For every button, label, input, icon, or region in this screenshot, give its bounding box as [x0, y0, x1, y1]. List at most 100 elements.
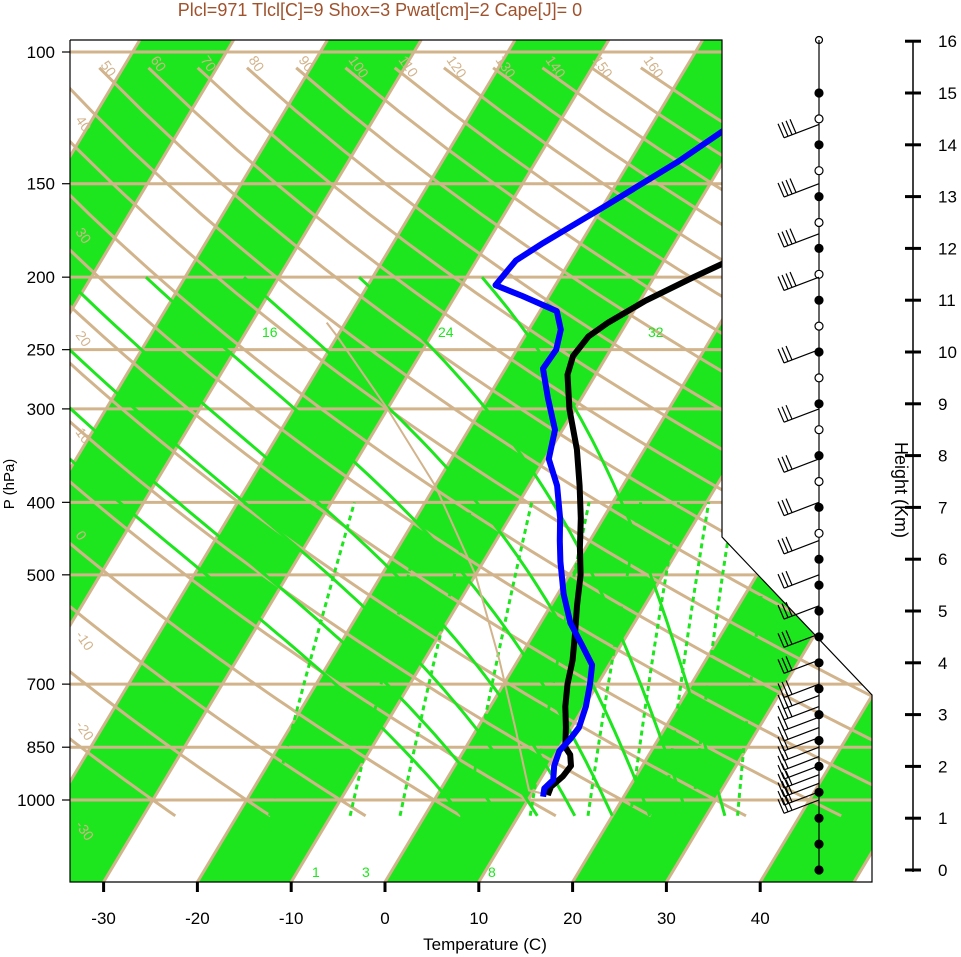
height-tick-label: 9: [938, 395, 947, 414]
height-tick-label: 2: [938, 757, 947, 776]
x-tick-label: -10: [279, 909, 304, 928]
wind-marker: [814, 88, 824, 98]
isotherm-line: [70, 40, 423, 882]
wind-barb-flag: [777, 539, 785, 555]
mixing-ratio-label: 3: [362, 864, 370, 880]
wind-barb-flag: [781, 347, 789, 362]
wind-barb: [783, 683, 820, 698]
x-tick-label: 0: [380, 909, 389, 928]
x-tick-label: 20: [563, 909, 582, 928]
wind-barb-flag: [781, 572, 789, 587]
wind-barb-flag: [781, 772, 789, 787]
mixing-ratio-line: [348, 501, 429, 817]
wind-barb-flag: [777, 716, 785, 731]
wind-barb-flag: [781, 631, 789, 647]
mixing-ratio-label: 8: [488, 864, 496, 880]
wind-marker: [814, 839, 824, 849]
wind-barb-flag: [785, 273, 793, 288]
wind-barb-flag: [785, 656, 793, 671]
wind-barb-flag: [789, 271, 797, 287]
wind-barb: [783, 726, 820, 742]
wind-barb-flag: [785, 570, 793, 586]
wind-barb-flag: [785, 498, 793, 513]
wind-marker: [814, 865, 824, 875]
mixing-ratio-label: 24: [438, 324, 454, 340]
moist-adiabat-line: [480, 276, 727, 817]
moist-adiabat-line: [144, 276, 614, 817]
wind-barb: [783, 774, 820, 789]
wind-barb-flag: [777, 501, 785, 516]
wind-marker: [814, 580, 824, 590]
theta-label: 20: [73, 328, 95, 350]
height-tick-label: 5: [938, 602, 947, 621]
wind-barb-flag: [777, 790, 785, 806]
y-tick-label: 150: [27, 175, 55, 194]
wind-barb: [783, 633, 820, 648]
wind-barb-flag: [777, 458, 785, 473]
wind-barb-flag: [777, 694, 785, 710]
wind-barb-flag: [777, 276, 785, 291]
theta-label: 120: [444, 53, 471, 81]
wind-marker: [814, 243, 824, 253]
mixing-ratio-line: [398, 501, 474, 817]
wind-barb: [783, 233, 820, 248]
wind-barb-flag: [785, 229, 793, 245]
wind-marker: [814, 451, 824, 461]
moist-adiabat-line: [70, 276, 577, 817]
wind-barb-flag: [781, 406, 789, 421]
wind-barb-flag: [781, 603, 789, 618]
wind-barb-flag: [781, 122, 789, 137]
wind-barb-flag: [785, 601, 793, 617]
wind-marker: [814, 554, 824, 564]
wind-marker-open: [814, 217, 824, 228]
wind-barb-flag: [785, 630, 793, 645]
y-tick-label: 200: [27, 268, 55, 287]
green-band: [760, 40, 872, 882]
isotherm-line: [70, 40, 329, 882]
parcel-line: [325, 321, 550, 797]
wind-barb: [783, 123, 820, 139]
mixing-ratio-line: [690, 502, 736, 816]
wind-barb: [783, 458, 820, 473]
wind-barb-flag: [789, 178, 797, 193]
moist-adiabats: [70, 276, 727, 817]
height-tick-label: 4: [938, 654, 947, 673]
mixing-ratio-line: [586, 502, 643, 817]
wind-barb-flag: [777, 764, 785, 780]
wind-barb-flag: [781, 538, 789, 553]
wind-marker-open: [814, 528, 824, 538]
height-tick-label: 15: [938, 84, 957, 103]
isotherm-line: [758, 40, 872, 882]
height-tick-label: 7: [938, 498, 947, 517]
dewpoint-line: [492, 80, 795, 798]
wind-marker: [814, 295, 824, 305]
wind-barb-flag: [777, 604, 785, 620]
x-tick-label: 40: [751, 909, 770, 928]
height-axis-label: Height (Km): [891, 442, 911, 538]
wind-barb-flag: [785, 680, 793, 695]
y-axis-label: P (hPa): [1, 459, 18, 510]
wind-barb-flag: [785, 455, 793, 470]
wind-barb-flag: [777, 782, 785, 797]
wind-profile: [777, 35, 824, 875]
wind-barb-flag: [777, 736, 785, 752]
x-tick-label: -30: [91, 909, 116, 928]
isotherm-line: [70, 40, 235, 882]
mixing-ratio-label: 16: [262, 324, 278, 340]
skew-temp-label: 30: [728, 120, 750, 142]
wind-barb: [783, 765, 820, 780]
wind-barb-flag: [781, 274, 789, 290]
wind-marker: [814, 192, 824, 202]
y-tick-label: 400: [27, 493, 55, 512]
y-tick-label: 300: [27, 400, 55, 419]
wind-marker-open: [814, 321, 824, 331]
wind-barb-flag: [785, 120, 793, 136]
x-tick-label: 30: [657, 909, 676, 928]
skew-temp-label: 30: [849, 644, 871, 666]
moist-adiabat-line: [70, 276, 501, 817]
isotherm-line: [289, 40, 798, 882]
wind-barb: [783, 574, 820, 589]
y-tick-label: 500: [27, 566, 55, 585]
dry-adiabat-line: [98, 66, 872, 818]
wind-barb-flag: [781, 763, 789, 778]
